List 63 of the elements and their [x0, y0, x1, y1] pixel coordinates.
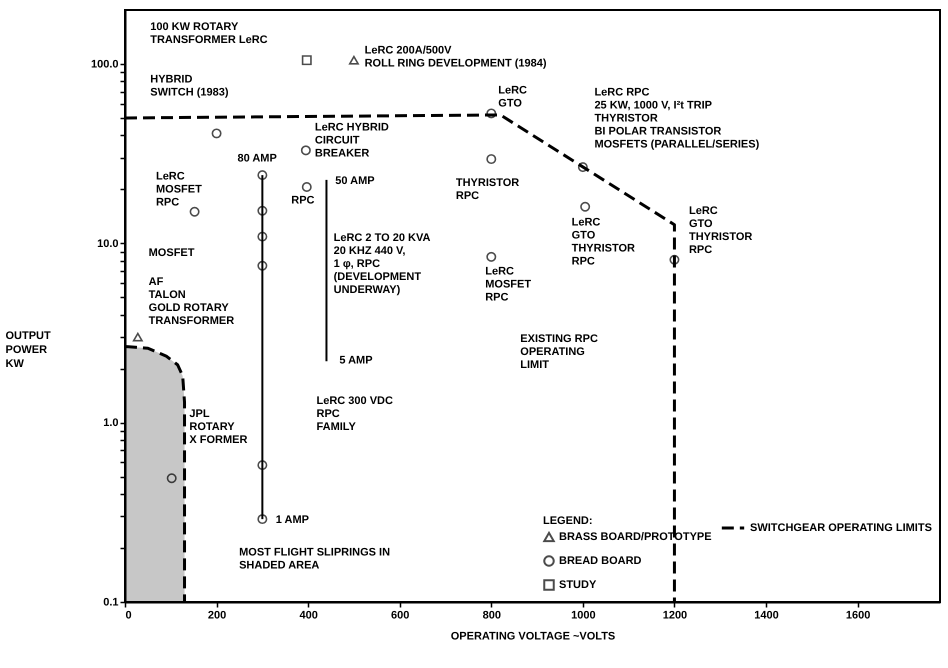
annotation: 1 AMP — [276, 514, 309, 526]
point — [212, 128, 222, 138]
point — [486, 252, 496, 262]
point — [257, 206, 268, 216]
legend-label: STUDY — [559, 579, 597, 591]
x-tick-label: 1600 — [846, 610, 870, 622]
point — [486, 154, 496, 164]
annotation: 100 KW ROTARY TRANSFORMER LeRC — [150, 21, 268, 46]
x-tick-label: 1000 — [571, 610, 596, 622]
legend-title: LEGEND: — [543, 515, 592, 527]
annotation: LeRC 300 VDC RPC FAMILY — [316, 394, 393, 433]
point — [486, 108, 496, 118]
annotation: LeRC MOSFET RPC — [156, 170, 202, 208]
annotation: LeRC 2 TO 20 KVA 20 KHZ 440 V, 1 φ, RPC (DEVELOPMENT UNDERWAY) — [334, 232, 430, 296]
x-tick-label: 1400 — [754, 610, 779, 622]
y-tick-label: 10.0 — [97, 238, 118, 250]
point — [190, 206, 200, 217]
x-axis-title: OPERATING VOLTAGE ~VOLTS — [450, 630, 616, 642]
point — [257, 232, 268, 242]
point — [348, 56, 359, 65]
annotation: LeRC GTO — [498, 84, 528, 110]
point — [257, 170, 268, 180]
annotation: MOST FLIGHT SLIPRINGS IN SHADED AREA — [239, 546, 390, 572]
point — [166, 473, 177, 484]
point — [669, 254, 680, 265]
x-tick-label: 800 — [482, 610, 501, 622]
annotation: AF TALON GOLD ROTARY TRANSFORMER — [148, 276, 234, 327]
x-tick-label: 600 — [391, 610, 410, 622]
point — [132, 332, 143, 342]
annotation: LeRC GTO THYRISTOR RPC — [572, 216, 636, 268]
point — [257, 514, 268, 524]
point — [300, 145, 311, 156]
annotation: 50 AMP — [335, 175, 375, 188]
annotation: LeRC HYBRID CIRCUIT BREAKER — [314, 121, 389, 160]
x-tick-label: 0 — [126, 610, 132, 622]
annotation: LeRC GTO THYRISTOR RPC — [688, 204, 752, 256]
annotation: EXISTING RPC OPERATING LIMIT — [520, 333, 598, 372]
y-tick-label: 100.0 — [90, 58, 118, 70]
annotation: THYRISTOR RPC — [456, 176, 520, 202]
annotation: LeRC MOSFET RPC — [485, 266, 532, 304]
annotation: LeRC 200A/500V ROLL RING DEVELOPMENT (1984) — [364, 44, 547, 70]
point — [257, 260, 268, 271]
x-tick-label: 400 — [299, 610, 318, 622]
annotation: JPL ROTARY X FORMER — [189, 408, 248, 446]
x-tick-label: 200 — [208, 610, 226, 622]
y-tick-label: 1.0 — [103, 417, 118, 430]
y-tick-label: 0.1 — [103, 596, 118, 608]
point — [302, 182, 312, 192]
annotation: LeRC RPC 25 KW, 1000 V, I²t TRIP THYRISTOR BI POLAR TRANSISTOR MOSFETS (PARALLEL/SERIES) — [594, 86, 760, 150]
annotation: MOSFET — [148, 246, 195, 259]
annotation: 80 AMP — [237, 152, 277, 165]
annotation: HYBRID SWITCH (1983) — [150, 73, 229, 98]
x-tick-label: 1200 — [662, 610, 688, 622]
legend-label: BRASS BOARD/PROTOTYPE — [559, 531, 712, 543]
legend-label: SWITCHGEAR OPERATING LIMITS — [750, 522, 932, 534]
point — [580, 202, 590, 212]
point — [257, 460, 268, 470]
legend-label: BREAD BOARD — [559, 555, 642, 567]
point — [578, 162, 588, 172]
annotation: 5 AMP — [339, 354, 373, 367]
y-axis-title: OUTPUT POWER KW — [6, 330, 51, 370]
point — [302, 55, 312, 66]
annotation: RPC — [291, 194, 315, 207]
